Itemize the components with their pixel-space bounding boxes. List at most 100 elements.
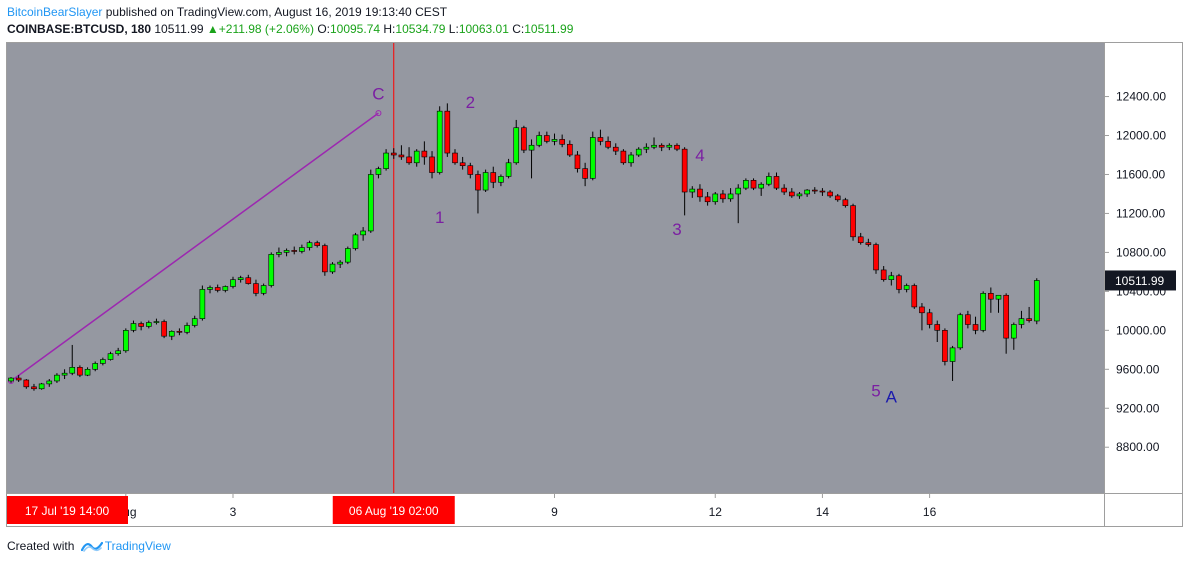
candle — [842, 199, 849, 206]
candle — [651, 144, 657, 148]
candle — [490, 172, 497, 183]
y-tick-label: 11200.00 — [1116, 206, 1165, 220]
date-marker-label: 06 Aug '19 02:00 — [349, 504, 439, 518]
candle — [865, 242, 872, 245]
candle — [521, 127, 527, 151]
candle — [880, 269, 887, 280]
candle — [911, 285, 918, 308]
trendline — [10, 112, 379, 382]
publish-info: published on TradingView.com, August 16,… — [102, 5, 448, 19]
publish-header: BitcoinBearSlayer published on TradingVi… — [7, 5, 447, 19]
candle — [429, 156, 435, 173]
y-tick-label: 11600.00 — [1116, 167, 1165, 181]
candle — [421, 150, 428, 158]
candle — [8, 377, 14, 382]
candle — [191, 318, 198, 326]
candle — [735, 187, 742, 195]
candle — [153, 321, 160, 323]
x-tick-label: 12 — [709, 505, 723, 519]
candle — [834, 195, 841, 201]
high-label: H: — [383, 22, 396, 36]
candle — [505, 162, 512, 177]
date-marker-tag — [332, 496, 455, 524]
candle — [230, 279, 236, 287]
candle — [390, 152, 397, 156]
candle — [176, 331, 183, 333]
candle — [567, 143, 573, 156]
candle — [965, 314, 971, 325]
candle — [291, 250, 298, 252]
candle — [980, 293, 986, 331]
candle — [299, 247, 305, 252]
candle — [207, 287, 213, 290]
candle — [919, 306, 925, 314]
ticker-symbol: COINBASE:BTCUSD, 180 — [7, 22, 152, 36]
candle — [988, 293, 994, 300]
candle — [995, 294, 1002, 300]
candle — [513, 127, 520, 164]
candle — [352, 234, 359, 249]
candle — [161, 321, 167, 337]
y-tick-label: 10000.00 — [1116, 323, 1166, 337]
candle — [322, 245, 328, 273]
candle — [704, 196, 711, 203]
candle — [574, 154, 581, 169]
created-with-text: Created with — [7, 539, 75, 553]
footer: Created with TradingView — [7, 539, 171, 553]
x-tick-label: 16 — [923, 505, 937, 519]
price-change: +211.98 (+2.06%) — [218, 22, 314, 36]
ticker-header: COINBASE:BTCUSD, 180 10511.99 ▲+211.98 (… — [7, 22, 573, 36]
candle — [138, 323, 144, 327]
wave-label-5: 5 — [871, 382, 880, 401]
wave-label-4: 4 — [695, 146, 704, 165]
wave-label-A: A — [886, 387, 898, 406]
candle — [620, 150, 627, 164]
candle — [245, 277, 252, 284]
date-marker-tag — [6, 496, 128, 524]
low-value: 10063.01 — [458, 22, 509, 36]
y-tick-label: 8800.00 — [1116, 440, 1160, 454]
candle — [398, 154, 405, 158]
candle — [222, 286, 229, 291]
candle — [674, 144, 680, 150]
candle — [329, 263, 336, 273]
candle — [253, 283, 259, 294]
close-label: C: — [512, 22, 525, 36]
candle — [1026, 318, 1032, 321]
candle — [383, 152, 389, 169]
candle — [536, 135, 542, 146]
candle — [957, 314, 964, 349]
candle — [720, 193, 726, 200]
candle — [145, 322, 152, 327]
candle — [528, 144, 535, 151]
candle — [873, 244, 879, 271]
candle — [903, 285, 910, 290]
candle — [459, 162, 466, 167]
candle — [888, 275, 895, 280]
price-chart[interactable]: 12400.00 12000.00 11600.00 11200.00 10800.00… — [6, 42, 1183, 527]
candle — [582, 168, 588, 179]
candle — [260, 285, 267, 294]
candle — [1011, 324, 1017, 339]
candle — [1018, 318, 1025, 325]
candle — [697, 188, 703, 198]
candle — [345, 248, 351, 263]
y-tick-label: 9600.00 — [1116, 362, 1160, 376]
candle — [367, 174, 374, 232]
y-tick-label: 9200.00 — [1116, 401, 1160, 415]
plot-area — [6, 42, 1104, 493]
candle — [444, 110, 451, 154]
up-triangle-icon: ▲ — [206, 22, 219, 36]
candle — [727, 193, 734, 200]
candle — [337, 261, 343, 265]
candle — [406, 156, 412, 164]
candle — [130, 323, 137, 331]
candle — [666, 144, 673, 148]
candle — [237, 277, 244, 280]
author-link[interactable]: BitcoinBearSlayer — [7, 5, 103, 19]
candle — [107, 353, 114, 360]
candle — [452, 152, 458, 164]
candle — [949, 347, 956, 362]
tradingview-link[interactable]: TradingView — [104, 539, 171, 553]
tradingview-logo-icon — [80, 541, 103, 552]
